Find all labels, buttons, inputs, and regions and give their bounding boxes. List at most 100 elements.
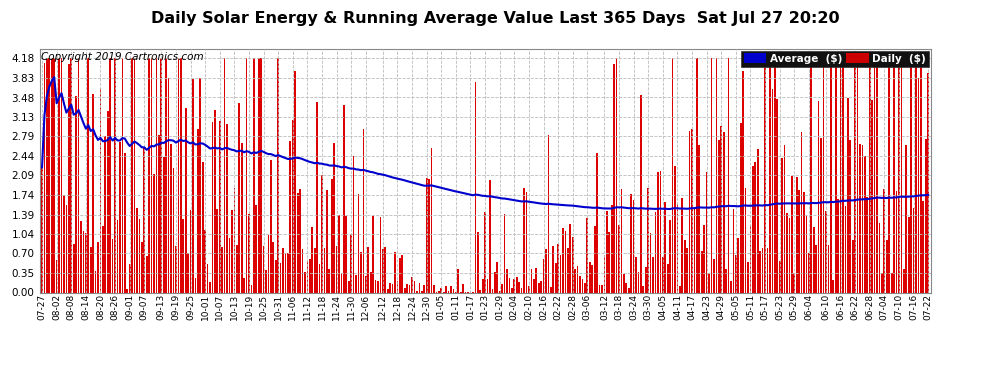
Bar — [657, 172, 658, 292]
Bar — [849, 140, 851, 292]
Bar — [703, 225, 705, 292]
Bar — [896, 191, 897, 292]
Bar — [514, 279, 515, 292]
Bar — [424, 285, 425, 292]
Bar — [341, 273, 343, 292]
Bar — [124, 153, 126, 292]
Bar — [180, 58, 181, 292]
Bar — [82, 231, 84, 292]
Bar — [784, 145, 785, 292]
Bar — [362, 129, 364, 292]
Bar — [462, 284, 464, 292]
Bar — [854, 58, 856, 292]
Bar — [90, 248, 91, 292]
Bar — [394, 252, 396, 292]
Bar — [321, 175, 323, 292]
Bar — [299, 189, 301, 292]
Bar — [545, 249, 546, 292]
Bar — [636, 257, 637, 292]
Bar — [618, 225, 620, 292]
Bar — [352, 156, 354, 292]
Bar — [482, 279, 483, 292]
Bar — [504, 214, 506, 292]
Bar — [567, 248, 568, 292]
Bar — [691, 129, 693, 292]
Bar — [679, 286, 681, 292]
Bar — [42, 168, 43, 292]
Bar — [421, 291, 423, 292]
Bar — [626, 283, 627, 292]
Bar — [521, 288, 523, 292]
Bar — [392, 284, 393, 292]
Bar — [148, 58, 150, 292]
Bar — [582, 279, 583, 292]
Bar — [594, 226, 596, 292]
Bar — [55, 260, 57, 292]
Bar — [643, 286, 644, 292]
Bar — [928, 74, 929, 292]
Bar — [543, 259, 545, 292]
Bar — [876, 58, 878, 292]
Bar — [402, 255, 403, 292]
Bar — [246, 58, 248, 292]
Bar — [801, 132, 803, 292]
Bar — [869, 58, 870, 292]
Bar — [160, 58, 162, 292]
Bar — [604, 255, 605, 292]
Bar — [828, 245, 830, 292]
Bar — [97, 242, 99, 292]
Legend: Average  ($), Daily  ($): Average ($), Daily ($) — [741, 51, 929, 67]
Bar — [102, 226, 104, 292]
Bar — [217, 209, 218, 292]
Bar — [60, 58, 62, 292]
Bar — [689, 131, 690, 292]
Bar — [262, 246, 264, 292]
Bar — [811, 58, 812, 292]
Bar — [248, 214, 249, 292]
Bar — [798, 190, 800, 292]
Bar — [808, 254, 810, 292]
Bar — [562, 228, 564, 292]
Bar — [414, 281, 416, 292]
Bar — [910, 58, 912, 292]
Bar — [185, 108, 186, 292]
Bar — [289, 141, 291, 292]
Bar — [441, 288, 443, 292]
Bar — [294, 70, 296, 292]
Bar — [511, 288, 513, 292]
Bar — [257, 58, 259, 292]
Bar — [429, 179, 430, 292]
Bar — [893, 58, 895, 292]
Bar — [474, 82, 476, 292]
Bar — [374, 280, 376, 292]
Bar — [623, 274, 625, 292]
Bar — [212, 122, 213, 292]
Bar — [132, 58, 133, 292]
Bar — [426, 178, 428, 292]
Bar — [721, 126, 722, 292]
Bar — [621, 189, 623, 292]
Bar — [866, 197, 868, 292]
Bar — [611, 205, 613, 292]
Bar — [908, 217, 910, 292]
Bar — [226, 124, 228, 292]
Bar — [628, 288, 630, 292]
Bar — [789, 217, 790, 292]
Bar — [803, 192, 805, 292]
Bar — [316, 102, 318, 292]
Text: Daily Solar Energy & Running Average Value Last 365 Days  Sat Jul 27 20:20: Daily Solar Energy & Running Average Val… — [150, 11, 840, 26]
Bar — [80, 221, 82, 292]
Bar — [199, 78, 201, 292]
Bar — [117, 220, 119, 292]
Bar — [838, 199, 839, 292]
Bar — [641, 95, 642, 292]
Bar — [730, 281, 732, 292]
Bar — [447, 291, 449, 292]
Bar — [277, 58, 279, 292]
Bar — [771, 89, 773, 292]
Bar — [506, 269, 508, 292]
Bar — [757, 149, 758, 292]
Bar — [100, 88, 101, 292]
Bar — [793, 273, 795, 292]
Bar — [516, 277, 518, 292]
